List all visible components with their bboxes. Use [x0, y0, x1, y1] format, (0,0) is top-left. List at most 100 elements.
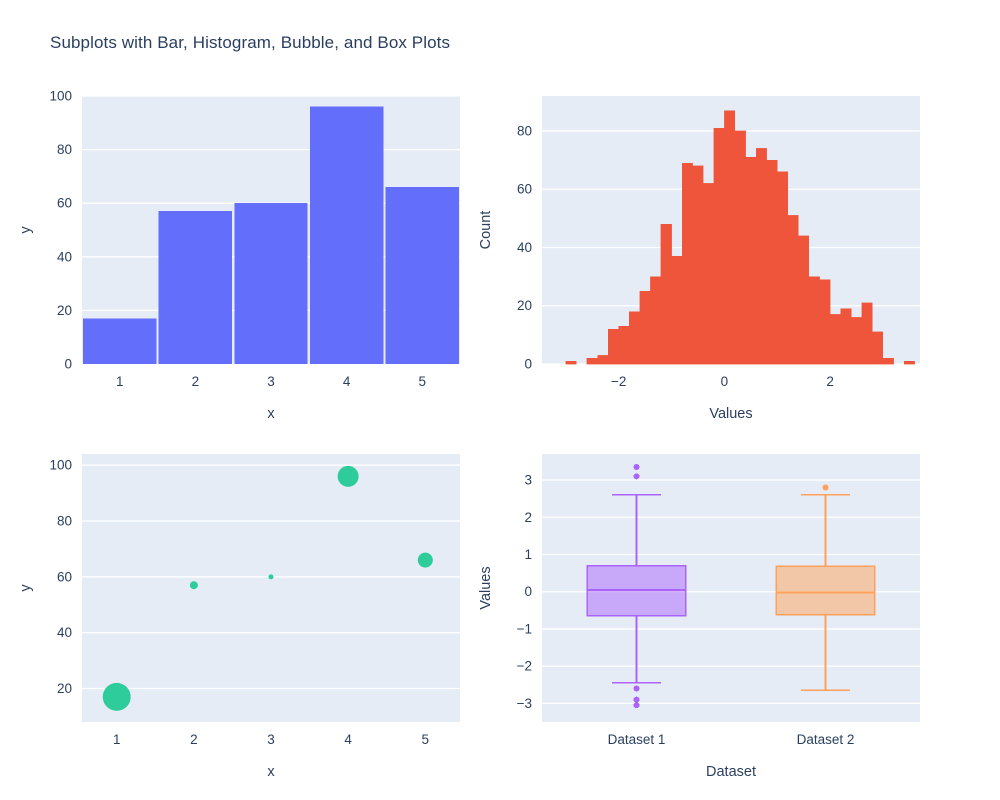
histogram-bin: [882, 357, 894, 365]
x-tick-label: 0: [721, 374, 729, 389]
histogram-bin: [829, 314, 841, 365]
y-tick-label: 60: [57, 569, 72, 584]
histogram-bin: [798, 235, 810, 365]
histogram-bin: [819, 279, 831, 365]
x-tick-label: 2: [826, 374, 834, 389]
histogram-bin: [777, 171, 789, 365]
y-tick-label: 20: [517, 298, 532, 313]
box-subplot: −3 −2 −1 0 1 2 3 Dataset 1 Dataset 2 Dataset Value…: [460, 400, 980, 790]
box-chart-svg: −3 −2 −1 0 1 2 3 Dataset 1 Dataset 2 Dataset Value…: [478, 454, 920, 780]
bubble-point: [102, 682, 131, 711]
bubble-series: [102, 465, 433, 711]
histogram-bin: [586, 357, 598, 365]
histogram-bin: [629, 311, 641, 365]
x-tick-label: Dataset 1: [608, 732, 666, 747]
bubble-point: [337, 465, 359, 487]
outlier-point: [633, 702, 640, 709]
bar: [234, 203, 308, 364]
y-tick-label: 0: [64, 357, 72, 372]
histogram-bin: [703, 183, 715, 365]
x-axis-title: Values: [709, 406, 752, 422]
bar: [83, 318, 157, 364]
y-tick-label: 3: [524, 473, 532, 488]
histogram-series: [565, 110, 915, 365]
bar: [309, 106, 384, 364]
y-axis-title: Count: [478, 211, 494, 250]
bubble-point: [189, 581, 198, 590]
x-tick-label: 4: [343, 374, 351, 389]
histogram-bin: [565, 360, 577, 365]
y-tick-label: 100: [49, 458, 72, 473]
y-tick-label: 2: [524, 510, 532, 525]
plot-area: [82, 454, 460, 722]
axis-labels: −3 −2 −1 0 1 2 3 Dataset 1 Dataset 2 Dataset Value…: [478, 473, 854, 780]
y-tick-label: 1: [524, 547, 532, 562]
histogram-bin: [903, 360, 915, 365]
outlier-point: [633, 464, 640, 471]
y-tick-label: 40: [517, 240, 532, 255]
y-tick-label: 40: [57, 625, 72, 640]
x-tick-label: Dataset 2: [797, 732, 855, 747]
y-tick-label: 40: [57, 249, 72, 264]
y-tick-label: 60: [57, 196, 72, 211]
gridlines: [542, 479, 920, 705]
box-1: [586, 464, 687, 709]
histogram-bin: [872, 331, 884, 365]
bubble-subplot: 20 40 60 80 100 1 2 3 4 5 x y: [0, 400, 520, 790]
y-tick-label: 60: [517, 182, 532, 197]
histogram-bin: [671, 256, 683, 365]
y-tick-label: 0: [524, 357, 532, 372]
x-tick-label: 4: [344, 732, 352, 747]
histogram-bin: [840, 308, 852, 365]
x-tick-label: 5: [422, 732, 430, 747]
histogram-bin: [607, 328, 619, 365]
y-axis-title: y: [18, 584, 34, 592]
gridlines: [82, 464, 460, 690]
figure-title: Subplots with Bar, Histogram, Bubble, an…: [50, 33, 451, 52]
histogram-bin: [713, 127, 725, 365]
histogram-bin: [851, 317, 863, 365]
histogram-subplot: 0 20 40 60 80 −2 0 2 Values Count: [460, 42, 980, 432]
x-axis-title: Dataset: [706, 764, 756, 780]
histogram-bin: [787, 215, 799, 365]
histogram-bin: [660, 223, 672, 365]
x-axis-title: x: [267, 406, 275, 422]
box-body: [775, 565, 876, 616]
y-tick-label: 20: [57, 303, 72, 318]
histogram-bin: [755, 148, 767, 365]
x-tick-label: 1: [113, 732, 121, 747]
axis-labels: 0 20 40 60 80 −2 0 2 Values Count: [478, 123, 834, 422]
histogram-bin: [808, 276, 820, 365]
axis-labels: 0 20 40 60 80 100 1 2 3 4 5 x y: [18, 89, 426, 423]
y-tick-label: −3: [517, 696, 532, 711]
y-axis-title: Values: [478, 566, 494, 609]
histogram-bin: [618, 325, 630, 365]
bar: [158, 211, 233, 364]
bar-series: [83, 106, 459, 364]
y-tick-label: −2: [517, 659, 532, 674]
outlier-point: [633, 473, 640, 480]
histogram-bin: [734, 130, 746, 365]
y-tick-label: −1: [517, 621, 532, 636]
bar-subplot: 0 20 40 60 80 100 1 2 3 4 5 x y: [0, 42, 520, 432]
outlier-point: [633, 685, 640, 692]
x-tick-label: 1: [116, 374, 124, 389]
histogram-bin: [639, 290, 651, 365]
x-tick-label: 2: [192, 374, 200, 389]
histogram-bin: [650, 276, 662, 365]
box-2: [775, 484, 876, 692]
x-tick-label: 5: [418, 374, 426, 389]
histogram-bin: [597, 355, 609, 365]
histogram-bin: [745, 156, 757, 365]
histogram-bin: [861, 302, 873, 365]
x-tick-label: 3: [267, 732, 275, 747]
bar-chart-svg: 0 20 40 60 80 100 1 2 3 4 5 x y: [18, 89, 460, 423]
outlier-point: [822, 484, 829, 491]
y-tick-label: 80: [57, 514, 72, 529]
x-axis-title: x: [267, 764, 275, 780]
y-tick-label: 0: [524, 584, 532, 599]
histogram-bin: [766, 159, 778, 365]
y-tick-label: 20: [57, 681, 72, 696]
bubble-point: [417, 552, 433, 568]
